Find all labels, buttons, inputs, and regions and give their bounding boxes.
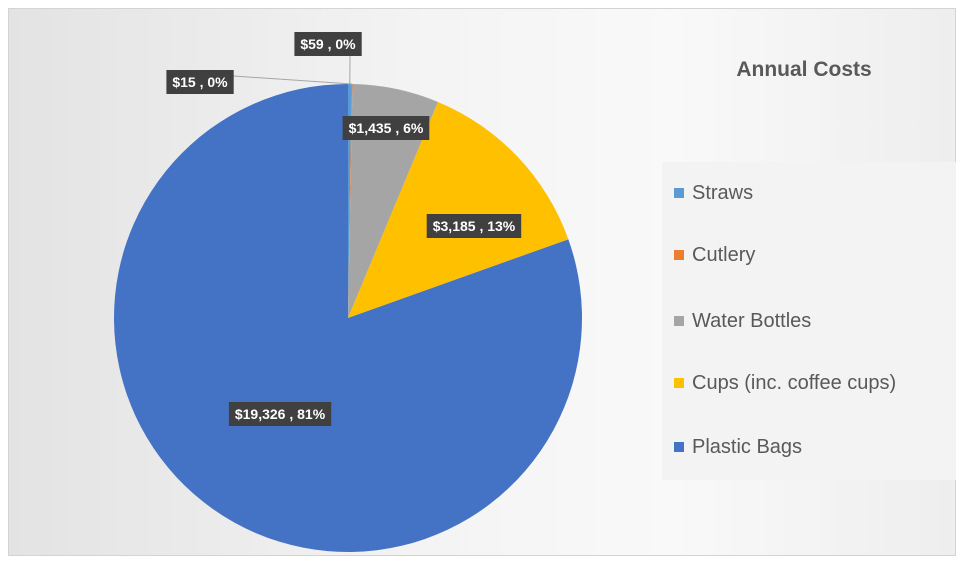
legend-label-cutlery: Cutlery <box>692 243 756 266</box>
pie-slice-cutlery <box>348 84 353 318</box>
legend-label-plastic-bags: Plastic Bags <box>692 435 803 458</box>
data-label-box <box>228 402 332 426</box>
data-label-straws: $59 , 0% <box>294 32 362 56</box>
pie-slice-water-bottles <box>348 84 438 318</box>
pie-slice-plastic-bags <box>113 84 582 552</box>
legend-label-cups: Cups (inc. coffee cups) <box>692 371 897 394</box>
svg-text:$15 , 0%: $15 , 0% <box>172 74 228 90</box>
legend-swatch-straws <box>674 188 684 198</box>
legend-item-cutlery: Cutlery <box>674 242 755 268</box>
svg-text:$1,435 , 6%: $1,435 , 6% <box>349 120 424 136</box>
legend-swatch-cups <box>674 378 684 388</box>
legend-swatch-cutlery <box>674 250 684 260</box>
data-label-box <box>342 116 430 140</box>
pie-slice-straws <box>348 84 352 318</box>
data-label-cutlery: $15 , 0% <box>166 70 234 94</box>
data-label-box <box>294 32 362 56</box>
legend-item-straws: Straws <box>674 180 753 206</box>
legend-item-water-bottles: Water Bottles <box>674 308 811 334</box>
legend-label-straws: Straws <box>692 181 754 204</box>
data-label-water-bottles: $1,435 , 6% <box>342 116 430 140</box>
pie-slice-cups-inc-coffee-cups <box>348 101 569 319</box>
legend-item-plastic-bags: Plastic Bags <box>674 434 802 460</box>
legend-label-water-bottles: Water Bottles <box>692 309 812 332</box>
leader-line-cutlery <box>233 75 353 85</box>
svg-text:$3,185 , 13%: $3,185 , 13% <box>433 218 516 234</box>
data-label-box <box>426 214 522 238</box>
chart-title: Annual Costs <box>736 58 872 81</box>
svg-text:$19,326 , 81%: $19,326 , 81% <box>235 406 326 422</box>
data-label-cups-inc-coffee-cups: $3,185 , 13% <box>426 214 522 238</box>
legend: Straws Cutlery Water Bottles Cups (inc. … <box>662 162 956 480</box>
legend-swatch-plastic-bags <box>674 442 684 452</box>
data-label-box <box>166 70 234 94</box>
svg-text:$59 , 0%: $59 , 0% <box>300 36 356 52</box>
data-label-plastic-bags: $19,326 , 81% <box>228 402 332 426</box>
legend-swatch-water-bottles <box>674 316 684 326</box>
legend-item-cups: Cups (inc. coffee cups) <box>674 370 896 396</box>
